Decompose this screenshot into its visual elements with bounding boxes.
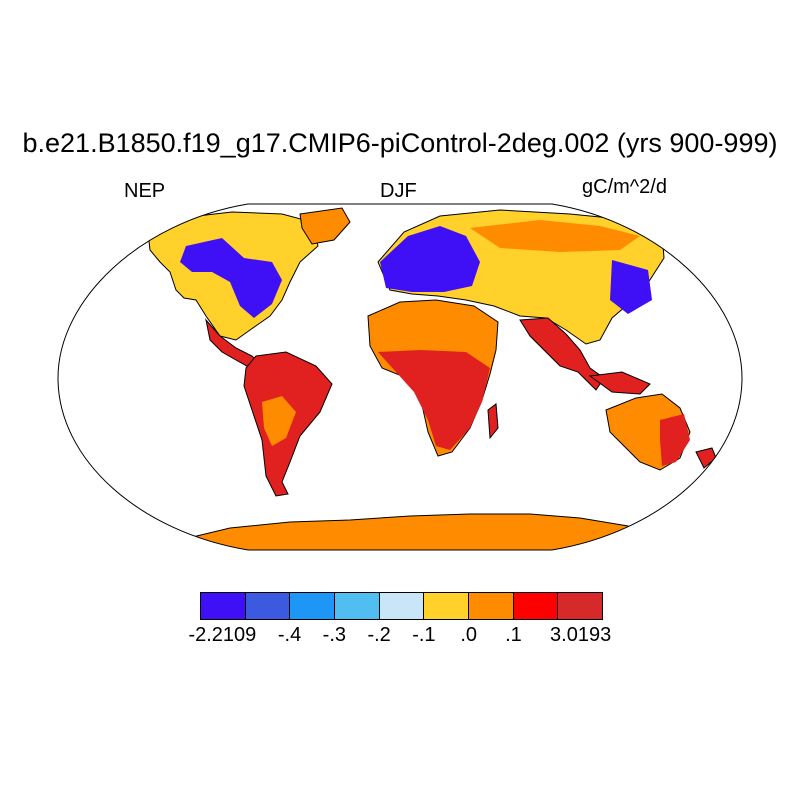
colorbar-box-7 [513,593,559,619]
units-label: gC/m^2/d [582,176,667,198]
australia-east [660,414,690,466]
map-boundary [57,203,743,551]
colorbar-box-6 [469,593,514,619]
colorbar-box-0 [201,593,246,619]
colorbar-label: 3.0193 [550,624,612,646]
colorbar-box-2 [290,593,336,619]
colorbar-label: .0 [460,624,477,646]
colorbar-label: -.2 [367,624,391,646]
colorbar-label: .1 [505,624,522,646]
africa-tropics [378,350,490,450]
colorbar-box-4 [379,593,425,619]
colorbar-box-1 [245,593,291,619]
asia-east [610,260,652,314]
siberia [470,220,640,252]
colorbar-label: -.4 [277,624,302,646]
plot-title: b.e21.B1850.f19_g17.CMIP6-piControl-2deg… [22,128,778,158]
greenland [299,207,351,245]
north-america-boreal [180,238,282,318]
south-asia [519,317,605,391]
season-label: DJF [380,180,417,202]
colorbar-box-3 [335,593,380,619]
madagascar [487,403,499,440]
colorbar-box-8 [558,593,603,619]
colorbar [200,592,603,620]
south-america-dry [262,396,296,446]
colorbar-box-5 [424,593,470,619]
colorbar-label: -.1 [412,624,436,646]
colorbar-label: -.3 [322,624,346,646]
variable-label: NEP [124,180,166,202]
antarctica [139,513,662,550]
colorbar-label: -2.2109 [188,624,257,646]
maritime-se-asia [588,371,651,395]
europe-boreal [380,226,480,292]
